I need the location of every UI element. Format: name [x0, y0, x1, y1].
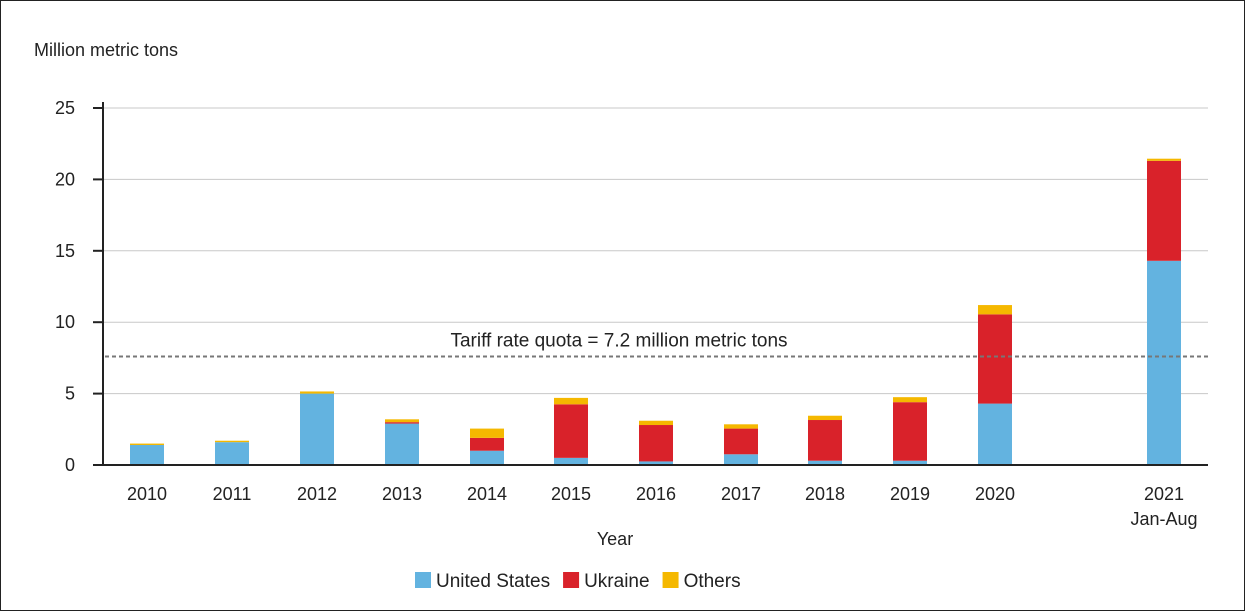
legend-item-united-states: United States — [415, 571, 550, 592]
x-tick-labels: 2010 2011 2012 2013 2014 2015 2016 2017 2018 2019… — [127, 484, 1198, 529]
y-unit-label: Million metric tons — [34, 40, 178, 60]
x-tick-label: 2015 — [551, 484, 591, 504]
bar-2021-ukraine — [1147, 160, 1181, 261]
x-tick-label: 2014 — [467, 484, 507, 504]
gridlines — [103, 107, 1208, 395]
bar-2019-ukraine — [893, 402, 927, 461]
bar-2011-united-states — [215, 442, 249, 465]
y-tick-label: 20 — [55, 169, 75, 189]
bar-2019-others — [893, 397, 927, 403]
legend-swatch — [415, 572, 431, 588]
legend-label: Ukraine — [584, 571, 649, 592]
bar-2020-others — [978, 305, 1012, 315]
bar-2012-united-states — [300, 393, 334, 465]
tariff-quota-label: Tariff rate quota = 7.2 million metric t… — [450, 330, 787, 351]
legend-label: Others — [684, 571, 741, 592]
legend: United States Ukraine Others — [415, 571, 741, 592]
bar-2019-united-states — [893, 460, 927, 465]
x-tick-label: 2012 — [297, 484, 337, 504]
axes — [93, 102, 1208, 466]
x-tick-label: 2019 — [890, 484, 930, 504]
x-tick-label: 2010 — [127, 484, 167, 504]
bar-2021-others — [1147, 158, 1181, 161]
bar-2017-united-states — [724, 454, 758, 465]
x-tick-label: 2018 — [805, 484, 845, 504]
bar-2020-ukraine — [978, 314, 1012, 404]
x-tick-label: 2017 — [721, 484, 761, 504]
bar-2013-others — [385, 419, 419, 423]
x-tick-label: 2020 — [975, 484, 1015, 504]
bar-2017-ukraine — [724, 428, 758, 455]
y-tick-labels: 0 5 10 15 20 25 — [55, 98, 75, 475]
bar-2020-united-states — [978, 403, 1012, 465]
bar-2018-ukraine — [808, 420, 842, 461]
bar-2016-united-states — [639, 461, 673, 465]
y-tick-label: 25 — [55, 98, 75, 118]
reference-line-group: Tariff rate quota = 7.2 million metric t… — [105, 330, 1208, 358]
y-tick-label: 15 — [55, 241, 75, 261]
bar-2010-others — [130, 443, 164, 446]
x-tick-label: 2021 — [1144, 484, 1184, 504]
bar-2014-ukraine — [470, 437, 504, 451]
y-tick-label: 10 — [55, 312, 75, 332]
bar-2021-united-states — [1147, 260, 1181, 465]
bar-2015-ukraine — [554, 404, 588, 458]
x-tick-label-line2: Jan-Aug — [1130, 509, 1197, 529]
bar-2013-ukraine — [385, 422, 419, 424]
legend-swatch — [563, 572, 580, 588]
x-axis-title: Year — [597, 529, 633, 549]
legend-swatch — [662, 572, 679, 588]
bars — [130, 158, 1181, 465]
x-tick-label: 2013 — [382, 484, 422, 504]
legend-item-ukraine: Ukraine — [563, 571, 650, 592]
bar-2011-others — [215, 440, 249, 443]
bar-2010-united-states — [130, 445, 164, 465]
bar-2014-united-states — [470, 450, 504, 465]
bar-2012-others — [300, 391, 334, 394]
bar-2016-others — [639, 420, 673, 426]
bar-2017-others — [724, 424, 758, 429]
bar-2018-united-states — [808, 460, 842, 465]
legend-item-others: Others — [662, 571, 741, 592]
y-tick-label: 0 — [65, 455, 75, 475]
bar-2015-others — [554, 397, 588, 405]
bar-2015-united-states — [554, 457, 588, 465]
legend-label: United States — [436, 571, 550, 592]
bar-2018-others — [808, 415, 842, 421]
x-tick-label: 2016 — [636, 484, 676, 504]
bar-2016-ukraine — [639, 425, 673, 462]
x-tick-label: 2011 — [213, 484, 252, 504]
bar-2013-united-states — [385, 423, 419, 465]
y-tick-label: 5 — [65, 384, 75, 404]
bar-2014-others — [470, 428, 504, 438]
